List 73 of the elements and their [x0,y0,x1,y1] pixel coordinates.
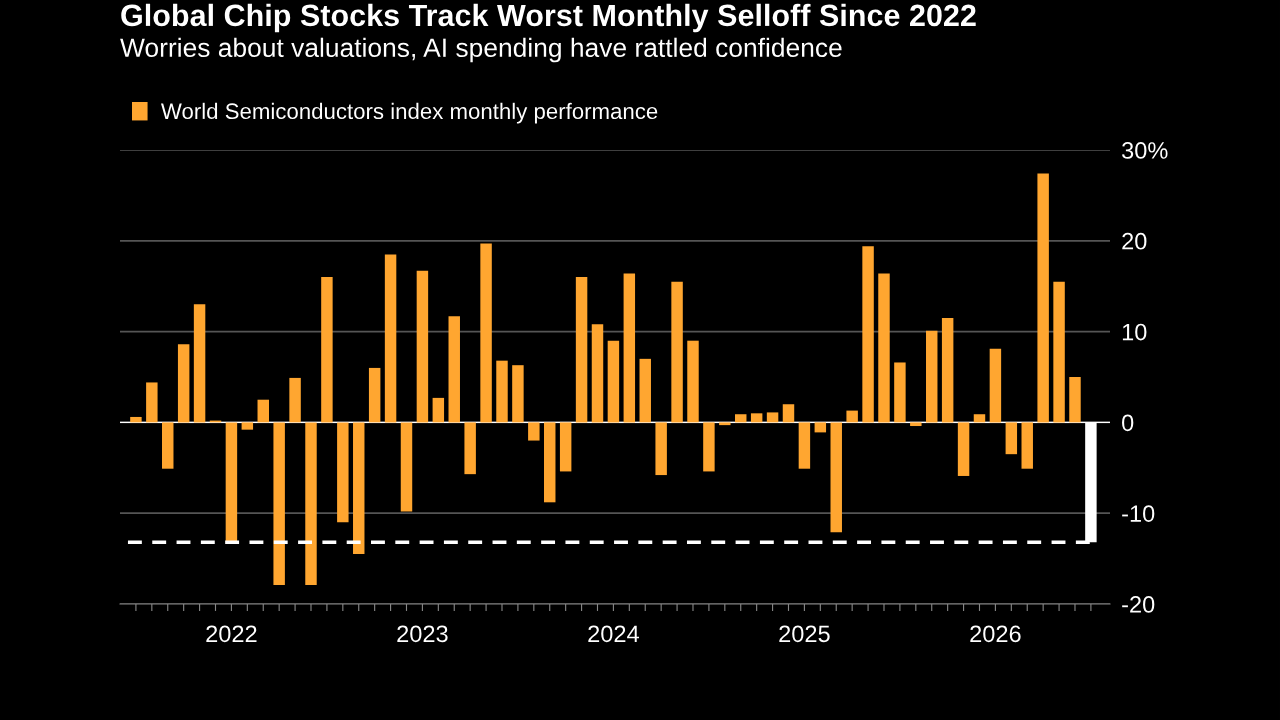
bar [639,358,651,423]
bar [575,277,588,423]
x-tick-label: 2025 [779,625,830,643]
bar [130,416,142,423]
y-tick-label: 30% [1122,142,1168,159]
bar [241,422,254,430]
bar [989,348,1002,423]
bar [862,246,874,423]
bar [687,340,699,423]
bar [512,365,524,423]
bar [289,377,301,423]
bar [480,243,492,423]
x-tick-label: 2023 [397,625,448,643]
bar [273,422,285,585]
bar [878,273,890,423]
bar [1069,377,1081,423]
y-tick-label: 0 [1122,414,1134,432]
bar [1053,281,1065,423]
bar [1021,422,1033,469]
bar [735,414,747,423]
chart-title: Global Chip Stocks Track Worst Monthly Selloff Since 2022 [121,3,976,33]
bar [703,422,715,472]
bar [941,317,954,423]
chart-subtitle: Worries about valuations, AI spending have rattled confidence [120,37,842,63]
bar [766,412,779,423]
bar [305,422,317,585]
x-tick-label: 2024 [588,625,639,643]
bar [1005,422,1018,455]
bar [671,281,683,423]
bar [894,362,906,423]
bar [432,397,445,423]
bar [607,340,620,423]
bar [750,413,763,423]
bar [464,422,476,475]
bar [973,414,986,423]
bar [1037,173,1049,423]
bar [162,422,174,469]
bar [544,422,556,503]
bar [337,422,349,523]
bar [846,410,858,423]
y-tick-label: -10 [1122,505,1155,522]
bar [957,422,970,476]
x-tick-label: 2022 [206,625,257,643]
bar [448,316,460,423]
bar [400,422,413,512]
bar [719,422,731,426]
bar [353,422,365,555]
bar [798,422,811,469]
bar [814,422,827,433]
bar [193,304,206,423]
x-tick-label: 2026 [970,625,1021,643]
y-tick-label: -20 [1122,596,1155,613]
y-tick-label: 10 [1122,323,1147,341]
bar [591,324,604,423]
bar [384,254,397,423]
bar [910,422,922,427]
bar [257,399,269,423]
y-tick-label: 20 [1122,232,1147,250]
bar [528,422,540,441]
bar [177,344,190,423]
bar [655,422,667,476]
bar [559,422,572,472]
legend-label: World Semiconductors index monthly performance [160,102,658,124]
bar [225,422,238,543]
bar [496,360,508,423]
bar [368,367,381,423]
bar [830,422,842,533]
bar [321,277,333,423]
bar [416,270,429,423]
bar [623,273,636,423]
bar [782,404,795,423]
bar [926,330,938,423]
bar [146,382,158,423]
